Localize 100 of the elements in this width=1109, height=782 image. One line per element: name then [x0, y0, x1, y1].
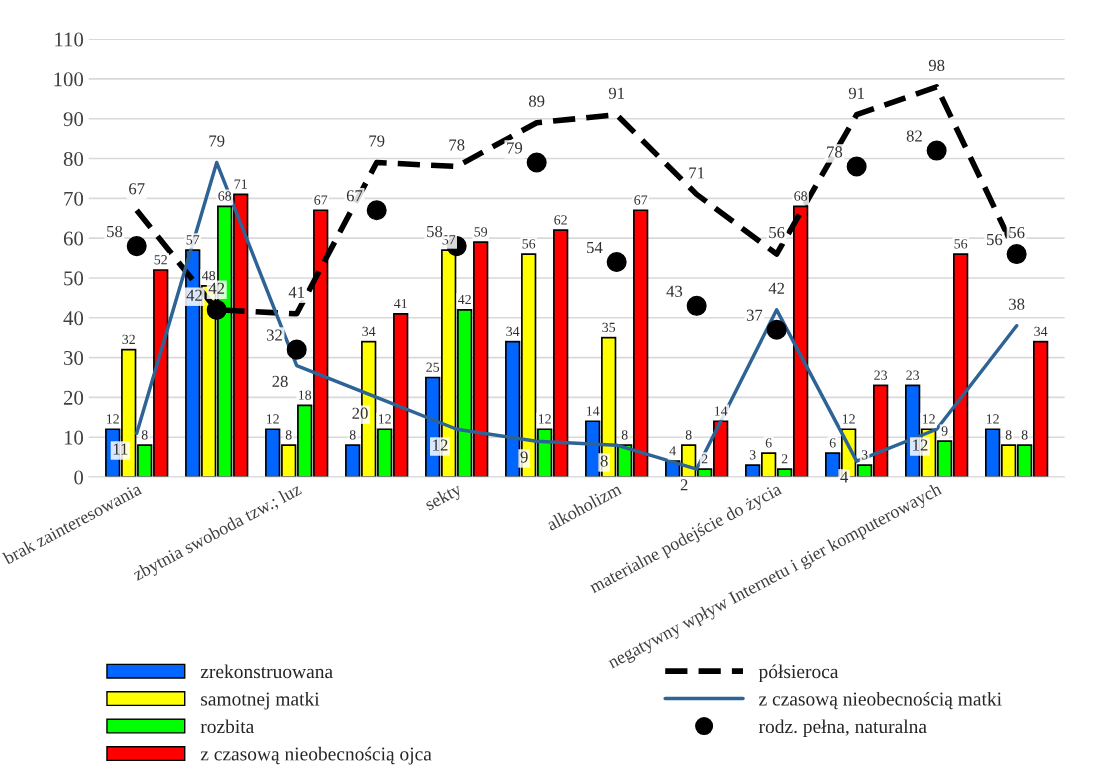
y-tick-label: 0	[74, 470, 84, 485]
data-label: 11	[113, 443, 128, 455]
data-label: 56	[1009, 226, 1025, 239]
data-label: 68	[218, 191, 232, 201]
data-label: 78	[449, 139, 465, 151]
legend-label: samotnej matki	[201, 691, 320, 710]
data-label: 62	[554, 215, 567, 225]
data-label: 12	[986, 414, 999, 424]
data-label: 42	[208, 282, 225, 294]
data-label: 56	[987, 233, 1003, 246]
y-tick-label: 80	[63, 151, 84, 166]
data-label: 32	[266, 329, 282, 341]
data-label: 8	[349, 430, 356, 440]
data-label: 42	[186, 289, 202, 301]
legend-label: rozbita	[200, 719, 254, 734]
data-label: 82	[906, 130, 922, 142]
data-label: 79	[507, 142, 523, 154]
data-label: 98	[928, 59, 945, 71]
data-label: 2	[781, 454, 788, 464]
data-label: 23	[874, 370, 888, 380]
data-label: 91	[608, 87, 625, 99]
data-label: 57	[442, 235, 456, 245]
data-label: 54	[587, 241, 603, 254]
point	[286, 339, 307, 360]
point	[846, 156, 867, 177]
data-label: 28	[272, 375, 288, 387]
data-label: 23	[906, 370, 920, 380]
point	[1006, 244, 1027, 265]
data-label: 12	[378, 414, 391, 424]
data-label: 18	[298, 390, 312, 400]
data-label: 6	[765, 438, 772, 448]
data-label: 8	[141, 430, 148, 440]
data-label: 67	[129, 183, 145, 195]
legend-label: rodz. pełna, naturalna	[758, 719, 927, 738]
point	[526, 152, 547, 173]
data-label: 57	[186, 235, 200, 245]
data-label: 58	[107, 225, 123, 238]
data-label: 52	[154, 255, 167, 265]
point	[926, 140, 947, 161]
data-label: 8	[685, 430, 692, 440]
legend-label: półsieroca	[758, 664, 839, 683]
data-label: 58	[427, 225, 443, 238]
data-label: 12	[266, 414, 279, 424]
data-label: 56	[522, 239, 536, 249]
data-label: 41	[288, 286, 305, 298]
data-label: 91	[848, 87, 864, 99]
data-label: 8	[1021, 430, 1028, 440]
y-tick-label: 110	[55, 32, 84, 47]
data-label: 9	[520, 451, 528, 463]
legend-label: zrekonstruowana	[200, 664, 333, 679]
data-label: 25	[426, 362, 440, 372]
point	[126, 236, 147, 257]
point	[606, 252, 627, 273]
data-label: 12	[107, 414, 119, 424]
data-label: 35	[602, 322, 616, 333]
data-label: 8	[285, 430, 292, 440]
point	[366, 200, 387, 221]
legend-label: z czasową nieobecnością ojca	[200, 746, 432, 765]
data-label: 3	[749, 450, 756, 460]
data-label: 43	[666, 285, 683, 297]
data-label: 4	[840, 471, 849, 483]
data-label: 67	[634, 195, 648, 205]
data-label: 14	[714, 406, 728, 416]
data-label: 12	[913, 439, 928, 451]
data-label: 8	[600, 455, 608, 467]
data-label: 8	[621, 430, 628, 440]
y-tick-label: 10	[64, 430, 84, 445]
data-label: 78	[827, 146, 843, 158]
data-label: 59	[474, 227, 488, 237]
legend-label: z czasową nieobecnością matki	[759, 691, 1002, 710]
y-tick-label: 60	[63, 231, 84, 246]
data-label: 37	[746, 309, 763, 321]
data-label: 71	[689, 167, 704, 179]
data-label: 79	[369, 135, 385, 147]
data-label: 4	[669, 446, 676, 456]
data-label: 67	[314, 195, 328, 205]
data-label: 89	[528, 95, 545, 107]
data-label: 56	[954, 239, 968, 249]
data-label: 2	[701, 454, 708, 464]
data-label: 34	[362, 326, 376, 337]
data-label: 41	[394, 298, 407, 309]
y-tick-label: 50	[64, 271, 84, 286]
data-label: 3	[861, 450, 868, 460]
data-label: 12	[922, 414, 935, 424]
data-label: 32	[122, 334, 135, 345]
data-label: 12	[538, 414, 551, 424]
data-label: 79	[209, 135, 225, 147]
data-label: 34	[506, 326, 520, 337]
point	[766, 319, 787, 340]
y-tick-label: 30	[64, 350, 84, 366]
point	[206, 299, 227, 320]
data-label: 34	[1034, 326, 1048, 337]
data-label: 20	[352, 407, 368, 419]
data-label: 38	[1009, 298, 1025, 310]
data-label: 12	[433, 439, 448, 451]
data-label: 12	[842, 414, 855, 424]
data-label: 6	[829, 438, 836, 448]
y-tick-label: 20	[63, 390, 84, 405]
data-label: 48	[202, 270, 216, 281]
y-tick-label: 100	[54, 72, 84, 87]
